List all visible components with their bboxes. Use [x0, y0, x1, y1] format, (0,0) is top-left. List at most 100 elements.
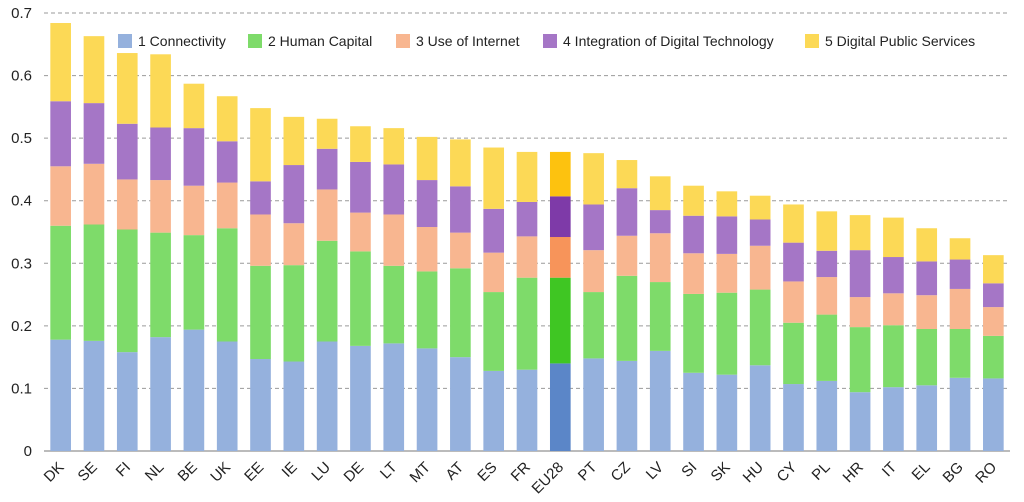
bar-at-series-2	[450, 268, 471, 358]
legend-label-4: 4 Integration of Digital Technology	[563, 33, 774, 49]
bar-lt-series-5	[383, 128, 405, 165]
bar-el-series-3	[916, 295, 938, 329]
x-tick-label: PL	[809, 459, 834, 484]
x-tick-label: HU	[740, 459, 767, 486]
bar-eu28-series-1	[549, 363, 571, 451]
bar-mt-series-3	[416, 226, 438, 272]
x-tick-label: IT	[879, 459, 900, 480]
bar-hu-series-4	[749, 219, 771, 246]
x-tick-label: CZ	[608, 459, 634, 485]
x-tick-label: BE	[175, 459, 201, 485]
bar-bg-series-1	[949, 377, 971, 451]
x-tick-label: EU28	[529, 459, 568, 498]
x-tick-label: DE	[341, 459, 368, 486]
bar-fi-series-5	[116, 53, 138, 124]
legend: 1 Connectivity 2 Human Capital 3 Use of In…	[118, 33, 975, 49]
bar-nl-series-5	[150, 54, 171, 128]
bar-lv-series-1	[649, 350, 671, 451]
bar-mt-series-2	[416, 271, 438, 349]
bar-pt-series-3	[583, 250, 604, 293]
legend-swatch-5	[805, 34, 819, 48]
y-tick-label: 0.7	[11, 5, 32, 22]
bar-es-series-5	[483, 147, 505, 209]
legend-swatch-1	[118, 34, 132, 48]
bar-hr-series-2	[849, 327, 871, 393]
bar-de-series-1	[350, 345, 371, 451]
bar-lv-series-4	[649, 210, 671, 234]
bar-de-series-2	[350, 251, 371, 346]
legend-swatch-3	[396, 34, 410, 48]
bar-bg-series-4	[949, 259, 971, 289]
y-tick-label: 0.5	[11, 130, 32, 147]
bar-lu-series-5	[316, 118, 338, 149]
bar-it-series-4	[883, 257, 904, 294]
bar-cz-series-5	[616, 160, 638, 189]
x-tick-label: LU	[308, 459, 334, 485]
bar-ro-series-2	[983, 335, 1004, 379]
x-tick-label: IE	[279, 459, 301, 481]
bar-pl-series-3	[816, 277, 838, 315]
bar-ro-series-3	[983, 307, 1004, 336]
legend-label-5: 5 Digital Public Services	[825, 33, 975, 49]
bar-cy-series-2	[783, 322, 804, 385]
bar-mt-series-5	[416, 136, 438, 181]
bar-lt-series-1	[383, 343, 405, 451]
bar-lu-series-2	[316, 240, 338, 342]
bar-el-series-4	[916, 261, 938, 296]
bar-hr-series-3	[849, 297, 871, 328]
bar-dk-series-5	[50, 23, 71, 102]
bar-nl-series-1	[150, 337, 171, 451]
bar-eu28-series-5	[549, 151, 571, 197]
bar-lv-series-2	[649, 282, 671, 351]
bar-lt-series-3	[383, 214, 405, 266]
bar-fr-series-4	[516, 201, 538, 237]
x-tick-label: HR	[840, 459, 867, 486]
bar-se-series-2	[83, 224, 105, 341]
bar-hu-series-1	[749, 365, 771, 451]
bar-bg-series-3	[949, 288, 971, 329]
legend-swatch-4	[543, 34, 557, 48]
x-tick-label: LT	[377, 459, 401, 483]
bar-hr-series-4	[849, 250, 871, 298]
bar-dk-series-4	[50, 101, 71, 167]
bar-fr-series-1	[516, 369, 538, 451]
x-tick-label: EL	[909, 459, 934, 484]
bar-at-series-4	[450, 186, 471, 233]
bar-uk-series-2	[216, 228, 238, 342]
bar-el-series-1	[916, 385, 938, 451]
bar-hu-series-2	[749, 289, 771, 366]
bar-pl-series-2	[816, 314, 838, 381]
y-tick-label: 0	[24, 443, 32, 460]
bar-ee-series-3	[250, 214, 271, 266]
bar-at-series-5	[450, 139, 471, 187]
bar-se-series-1	[83, 340, 105, 451]
bar-ie-series-4	[283, 165, 305, 224]
bar-es-series-4	[483, 208, 505, 253]
bar-pt-series-4	[583, 204, 604, 251]
x-tick-label: RO	[972, 459, 1000, 487]
legend-swatch-2	[248, 34, 262, 48]
bar-se-series-5	[83, 36, 105, 104]
x-tick-label: MT	[407, 459, 434, 486]
bar-mt-series-4	[416, 180, 438, 227]
x-tick-label: SE	[75, 459, 101, 485]
bar-at-series-3	[450, 232, 471, 269]
bar-fi-series-3	[116, 179, 138, 230]
legend-label-1: 1 Connectivity	[138, 33, 226, 49]
bar-cz-series-3	[616, 235, 638, 276]
bar-se-series-3	[83, 163, 105, 225]
bar-cz-series-1	[616, 360, 638, 451]
bar-si-series-5	[683, 185, 704, 216]
bar-cz-series-4	[616, 188, 638, 236]
bar-ie-series-5	[283, 116, 305, 166]
x-tick-label: FI	[113, 459, 134, 480]
bar-uk-series-1	[216, 341, 238, 451]
bar-lu-series-4	[316, 148, 338, 190]
x-tick-label: CY	[774, 459, 801, 486]
bar-eu28-series-3	[549, 237, 571, 278]
bar-bg-series-5	[949, 238, 971, 260]
bar-si-series-1	[683, 372, 704, 451]
bars	[50, 23, 1004, 451]
bar-ro-series-1	[983, 378, 1004, 451]
